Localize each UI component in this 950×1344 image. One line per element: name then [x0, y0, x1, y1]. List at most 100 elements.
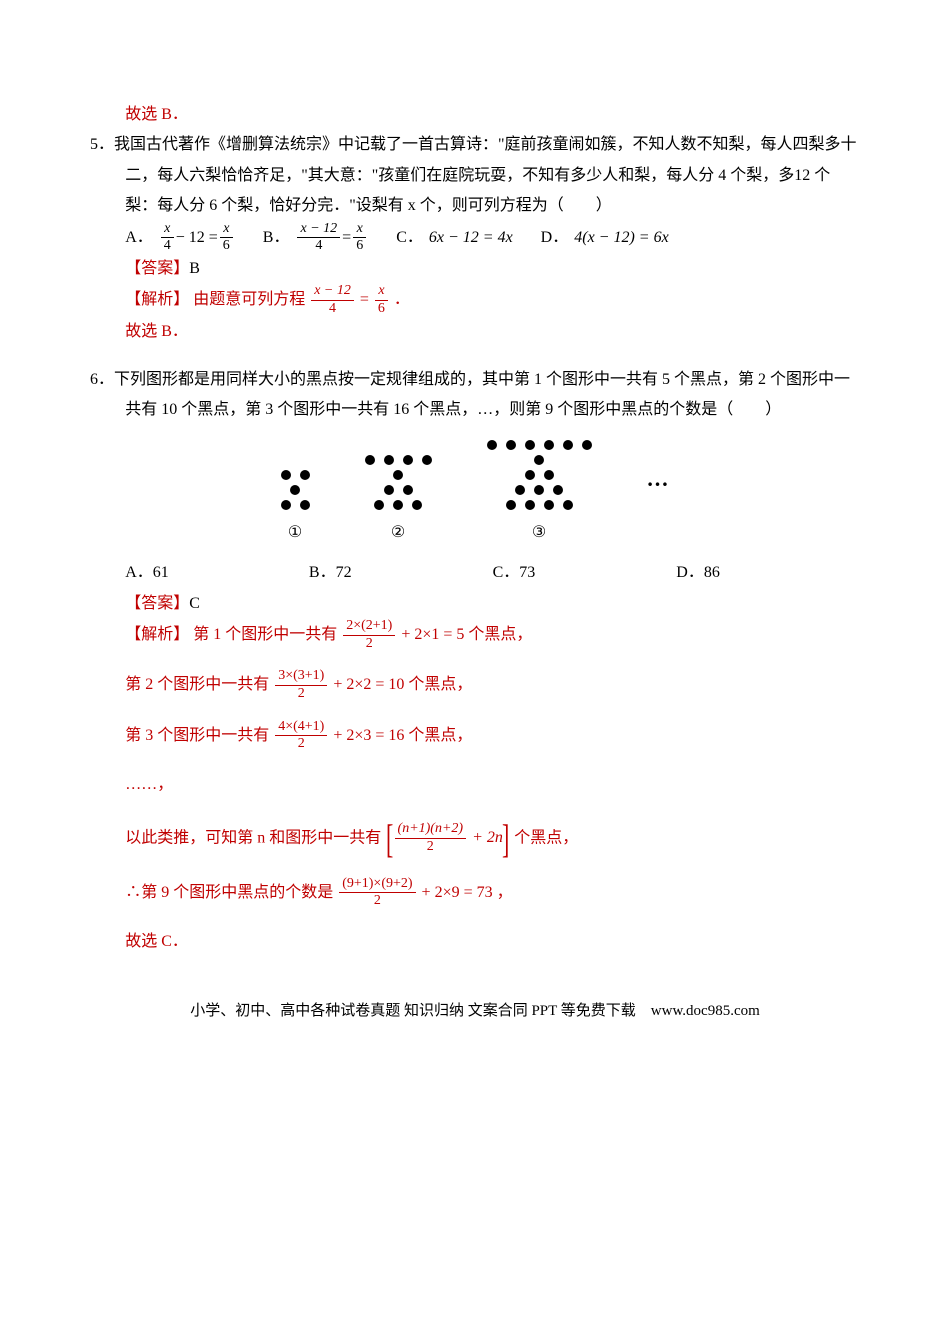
- fraction-num: (n+1)(n+2): [395, 822, 467, 839]
- fraction-den: 2: [275, 736, 327, 752]
- option-label-a: A．: [125, 223, 153, 253]
- option-label-b: B．: [263, 223, 290, 253]
- q6-option-d: D．86: [676, 558, 860, 588]
- q5-options: A． x4 − 12 = x6 B． x − 124 = x6 C． 6x − …: [90, 222, 860, 254]
- fraction-den: 6: [353, 238, 366, 254]
- answer-value: C: [189, 595, 200, 612]
- equation-part: + 2×2 = 10: [333, 676, 404, 693]
- dot-icon: [487, 440, 497, 450]
- q5-stem: 5．我国古代著作《增删算法统宗》中记载了一首古算诗："庭前孩童闹如簇，不知人数不…: [90, 130, 860, 221]
- equation-part: − 12 =: [176, 223, 218, 253]
- equation-part: =: [360, 291, 373, 308]
- q6-conclusion: 故选 C．: [90, 927, 860, 957]
- dot-icon: [506, 500, 516, 510]
- fraction-den: 4: [297, 238, 340, 254]
- ellipsis-icon: …: [647, 458, 670, 530]
- question-6: 6．下列图形都是用同样大小的黑点按一定规律组成的，其中第 1 个图形中一共有 5…: [90, 365, 860, 957]
- q6-options: A．61 B．72 C．73 D．86: [90, 558, 860, 588]
- q6-option-b: B．72: [309, 558, 493, 588]
- fraction-den: 2: [343, 636, 395, 652]
- dot-icon: [300, 500, 310, 510]
- q5-answer-row: 【答案】B: [90, 254, 860, 284]
- q6-solution-2: 第 2 个图形中一共有 3×(3+1)2 + 2×2 = 10 个黑点，: [90, 669, 860, 701]
- dot-icon: [422, 455, 432, 465]
- dot-icon: [506, 440, 516, 450]
- equation-part: + 2×1 = 5: [401, 626, 464, 643]
- dot-icon: [281, 500, 291, 510]
- dot-icon: [290, 485, 300, 495]
- dot-icon: [544, 470, 554, 480]
- dot-icon: [525, 470, 535, 480]
- q6-solution-5: ∴第 9 个图形中黑点的个数是 (9+1)×(9+2)2 + 2×9 = 73 …: [90, 877, 860, 909]
- equation-part: =: [342, 223, 351, 253]
- dot-icon: [300, 470, 310, 480]
- option-label-c: C．: [396, 223, 423, 253]
- solution-text: 由题意可列方程: [193, 291, 305, 308]
- dot-icon: [393, 500, 403, 510]
- fraction-den: 2: [275, 686, 327, 702]
- dot-icon: [525, 500, 535, 510]
- line-pre: ∴第 9 个图形中黑点的个数是: [125, 883, 333, 900]
- fraction-num: 2×(2+1): [343, 619, 395, 636]
- pattern-label: ①: [288, 518, 302, 548]
- pattern-label: ③: [532, 518, 546, 548]
- q6-answer-row: 【答案】C: [90, 589, 860, 619]
- line-pre: 第 2 个图形中一共有: [125, 676, 269, 693]
- q6-solution-1: 【解析】 第 1 个图形中一共有 2×(2+1)2 + 2×1 = 5 个黑点，: [90, 619, 860, 651]
- equation-part: + 2n: [472, 829, 503, 846]
- q6-number: 6．: [90, 371, 114, 388]
- dot-icon: [365, 455, 375, 465]
- equation-part: + 2×9 = 73: [422, 883, 493, 900]
- q5-option-d: D． 4(x − 12) = 6x: [541, 223, 669, 253]
- answer-label: 【答案】: [125, 260, 189, 277]
- line-post: 个黑点，: [408, 676, 472, 693]
- q6-option-a: A．61: [125, 558, 309, 588]
- equation-text: 4(x − 12) = 6x: [574, 223, 668, 253]
- dot-pattern: ①: [281, 470, 310, 548]
- solution-label: 【解析】: [125, 291, 189, 308]
- fraction-num: x − 12: [297, 222, 340, 239]
- dot-icon: [384, 455, 394, 465]
- line-pre: 以此类推，可知第 n 和图形中一共有: [125, 829, 381, 846]
- page-footer: 小学、初中、高中各种试卷真题 知识归纳 文案合同 PPT 等免费下载 www.d…: [90, 997, 860, 1026]
- left-bracket-icon: [: [386, 819, 393, 859]
- fraction-num: (9+1)×(9+2): [339, 877, 415, 894]
- fraction-den: 6: [375, 301, 388, 317]
- dot-icon: [544, 440, 554, 450]
- q6-option-c: C．73: [493, 558, 677, 588]
- dot-icon: [563, 500, 573, 510]
- equation-text: 6x − 12 = 4x: [429, 223, 513, 253]
- answer-value: B: [189, 260, 200, 277]
- fraction-num: x: [220, 222, 233, 239]
- right-bracket-icon: ]: [502, 819, 509, 859]
- q5-option-c: C． 6x − 12 = 4x: [396, 223, 512, 253]
- fraction-den: 2: [339, 893, 415, 909]
- q6-solution-4: 以此类推，可知第 n 和图形中一共有 [ (n+1)(n+2)2 + 2n ] …: [90, 819, 860, 859]
- page-content: 故选 B． 5．我国古代著作《增删算法统宗》中记载了一首古算诗："庭前孩童闹如簇…: [0, 0, 950, 1066]
- fraction-num: x − 12: [311, 284, 354, 301]
- solution-label: 【解析】: [125, 626, 189, 643]
- fraction-num: x: [161, 222, 174, 239]
- fraction-den: 2: [395, 839, 467, 855]
- fraction-den: 6: [220, 238, 233, 254]
- equation-part: + 2×3 = 16: [333, 727, 404, 744]
- q5-conclusion: 故选 B．: [90, 317, 860, 347]
- q5-solution: 【解析】 由题意可列方程 x − 124 = x6 ．: [90, 284, 860, 316]
- dot-icon: [281, 470, 291, 480]
- dot-icon: [534, 485, 544, 495]
- fraction-den: 4: [311, 301, 354, 317]
- dot-icon: [525, 440, 535, 450]
- fraction-num: x: [375, 284, 388, 301]
- q4-conclusion: 故选 B．: [90, 100, 860, 130]
- dot-patterns-figure: ① ② ③ …: [90, 440, 860, 548]
- dot-icon: [393, 470, 403, 480]
- dot-icon: [582, 440, 592, 450]
- q5-number: 5．: [90, 136, 114, 153]
- q6-solution-dots: ……，: [90, 770, 860, 800]
- q5-text: 我国古代著作《增删算法统宗》中记载了一首古算诗："庭前孩童闹如簇，不知人数不知梨…: [114, 136, 857, 214]
- q5-option-a: A． x4 − 12 = x6: [125, 222, 235, 254]
- pattern-label: ②: [391, 518, 405, 548]
- fraction-num: x: [353, 222, 366, 239]
- dot-icon: [374, 500, 384, 510]
- line-pre: 第 1 个图形中一共有: [193, 626, 337, 643]
